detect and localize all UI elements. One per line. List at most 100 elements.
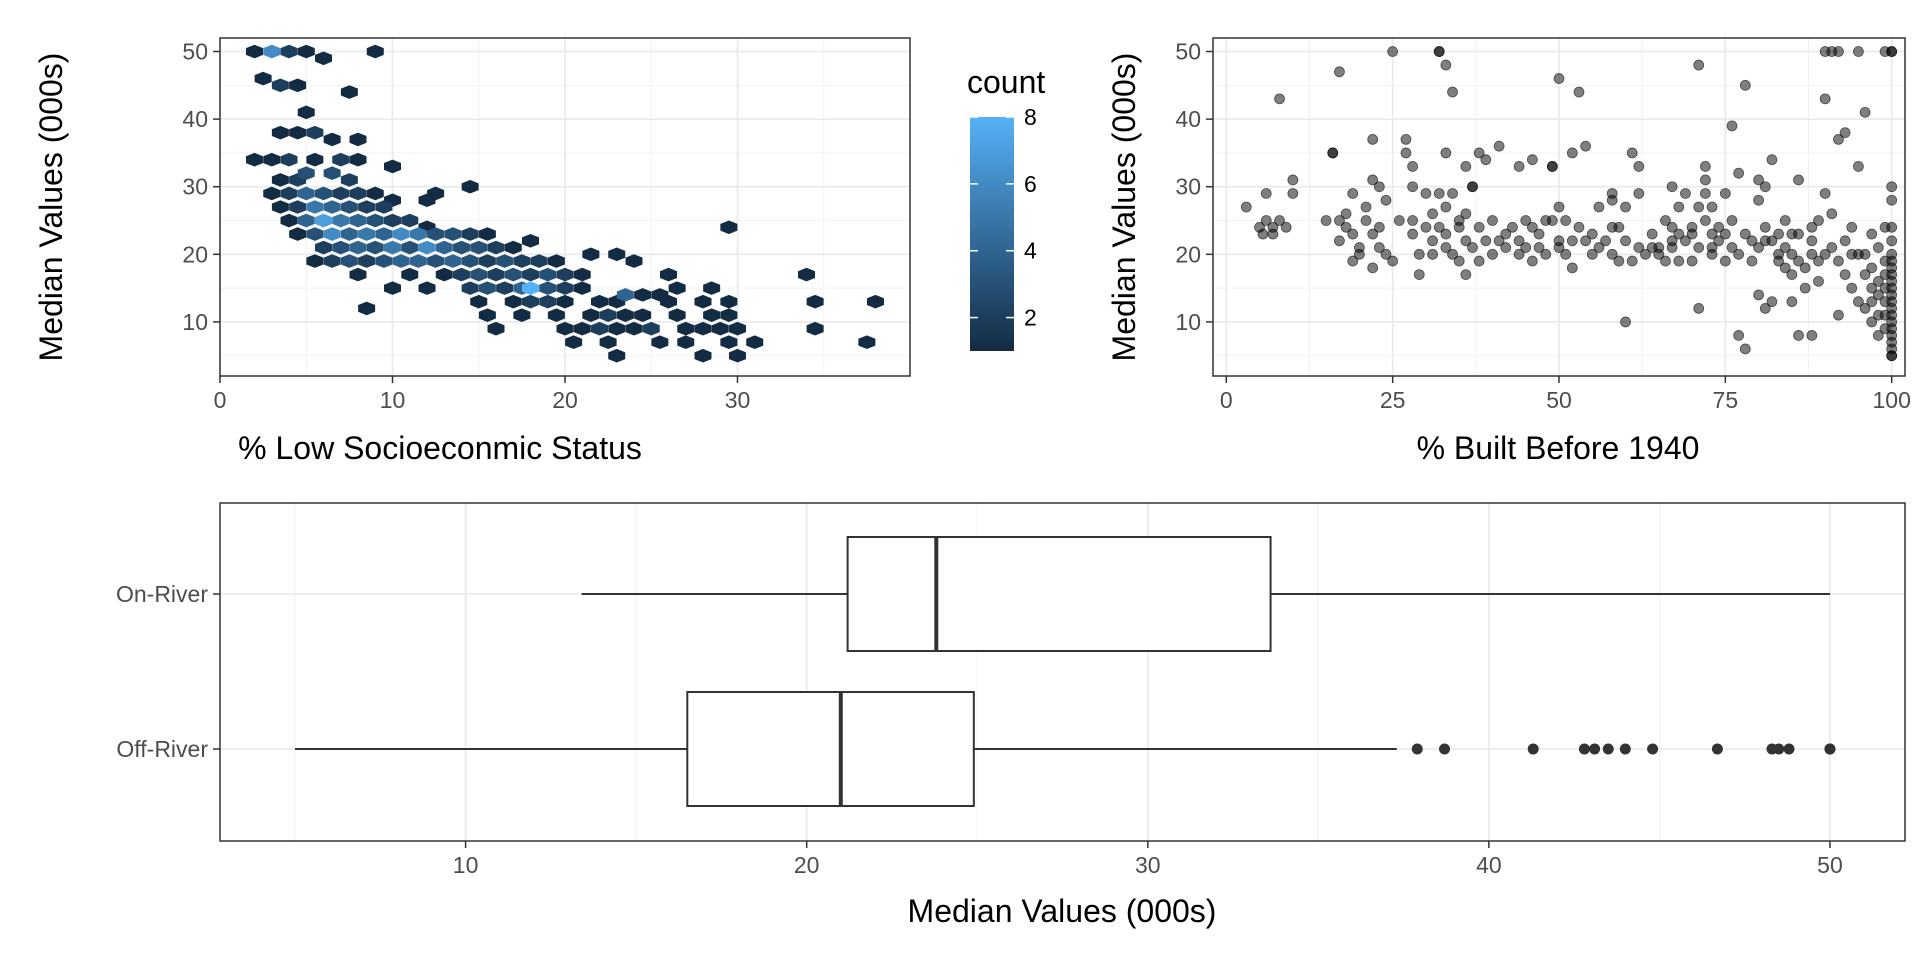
hexbin-axes: 0 10 20 30 10 20 30 40 50 — [182, 39, 750, 413]
hex-cell — [297, 213, 315, 228]
box-outlier — [1589, 743, 1601, 755]
hex-cell — [366, 186, 384, 201]
scatter-x-tick-label: 25 — [1380, 387, 1406, 413]
scatter-point — [1420, 221, 1432, 233]
scatter-point — [1566, 235, 1578, 247]
scatter-point — [1367, 262, 1379, 274]
scatter-point — [1487, 215, 1498, 226]
boxplot-category-label: On-River — [116, 581, 208, 607]
scatter-point — [1453, 221, 1465, 233]
hex-cell — [746, 335, 764, 349]
scatter-point — [1739, 343, 1751, 355]
scatter-point — [1726, 242, 1738, 253]
hex-cell — [660, 267, 677, 282]
scatter-point — [1280, 221, 1292, 233]
scatter-point — [1620, 201, 1631, 213]
box-outlier — [1824, 743, 1836, 755]
scatter-point — [1773, 255, 1784, 267]
scatter-point — [1513, 235, 1525, 247]
box-outlier — [1527, 743, 1539, 755]
box-outlier — [1439, 743, 1451, 755]
hexbin-panel: 0 10 20 30 10 20 30 40 50 % Low Socioeconmic Sta… — [33, 37, 911, 466]
scatter-point — [1413, 248, 1425, 260]
hex-cell — [263, 152, 281, 167]
hex-cell — [323, 166, 341, 180]
hex-cell — [720, 308, 738, 322]
scatter-point — [1407, 181, 1419, 193]
hex-cell — [591, 321, 608, 336]
scatter-point — [1853, 296, 1864, 308]
hex-cell — [694, 294, 712, 309]
hexbin-x-tick-label: 10 — [380, 387, 406, 413]
box-iqr — [846, 536, 1272, 652]
hexbin-y-axis-title: Median Values (000s) — [33, 53, 69, 362]
scatter-point — [1467, 181, 1478, 193]
scatter-point — [1693, 59, 1705, 71]
hex-cell — [340, 85, 358, 99]
hex-cell — [608, 348, 626, 363]
scatter-point — [1606, 248, 1618, 260]
hex-cell — [470, 267, 488, 282]
scatter-point — [1806, 330, 1818, 341]
hex-cell — [323, 132, 341, 147]
scatter-point — [1753, 289, 1765, 301]
hex-cell — [651, 335, 669, 349]
scatter-axes: 0 25 50 75 100 10 20 30 40 50 — [1175, 39, 1910, 413]
scatter-point — [1400, 147, 1412, 159]
scatter-point — [1526, 255, 1538, 267]
scatter-point — [1420, 188, 1432, 199]
boxplot-x-axis-title: Median Values (000s) — [908, 893, 1217, 929]
hex-cell — [677, 335, 695, 349]
scatter-point — [1460, 161, 1472, 172]
scatter-y-axis-title: Median Values (000s) — [1106, 53, 1142, 362]
scatter-point — [1872, 289, 1884, 301]
scatter-point — [1580, 235, 1592, 247]
scatter-point — [1699, 188, 1711, 199]
scatter-point — [1706, 228, 1718, 240]
scatter-point — [1753, 242, 1765, 253]
hex-cell — [608, 321, 626, 336]
scatter-point — [1833, 255, 1844, 267]
scatter-point — [1686, 228, 1698, 240]
hex-cell — [504, 267, 522, 282]
scatter-point — [1813, 215, 1824, 226]
scatter-x-tick-label: 50 — [1546, 387, 1572, 413]
scatter-point — [1673, 255, 1685, 267]
scatter-point — [1739, 79, 1751, 91]
hex-cell — [271, 78, 289, 93]
scatter-point — [1733, 248, 1745, 260]
hex-cell — [349, 213, 367, 228]
hex-cell — [409, 254, 427, 268]
scatter-point — [1633, 188, 1645, 199]
hex-cell — [513, 308, 531, 322]
scatter-point — [1759, 302, 1771, 314]
scatter-point — [1287, 188, 1299, 199]
scatter-point — [1473, 255, 1485, 267]
hex-cell — [306, 125, 324, 140]
scatter-point — [1586, 228, 1598, 240]
scatter-point — [1699, 215, 1711, 226]
hex-cell — [246, 152, 263, 167]
scatter-point — [1480, 235, 1492, 247]
scatter-y-tick-label: 50 — [1175, 39, 1201, 65]
scatter-panel: 0 25 50 75 100 10 20 30 40 50 % Built Before 1940… — [1106, 37, 1911, 466]
legend-colorbar — [970, 117, 1014, 351]
hex-cell — [435, 267, 453, 282]
hexbin-y-tick-label: 30 — [182, 174, 208, 200]
scatter-point — [1400, 133, 1412, 145]
box-outlier — [1783, 743, 1795, 755]
scatter-point — [1693, 242, 1705, 253]
hex-cell — [858, 335, 876, 349]
hexbin-y-tick-label: 10 — [182, 309, 208, 335]
hex-cell — [280, 213, 298, 228]
scatter-point — [1413, 269, 1425, 281]
hex-cell — [289, 200, 307, 214]
scatter-point — [1447, 188, 1458, 199]
scatter-point — [1334, 215, 1345, 226]
hex-cell — [271, 125, 289, 140]
scatter-point — [1526, 154, 1538, 166]
scatter-point — [1719, 255, 1731, 267]
box-outlier — [1578, 743, 1590, 755]
hex-cell — [323, 200, 341, 214]
hex-cell — [461, 281, 479, 295]
